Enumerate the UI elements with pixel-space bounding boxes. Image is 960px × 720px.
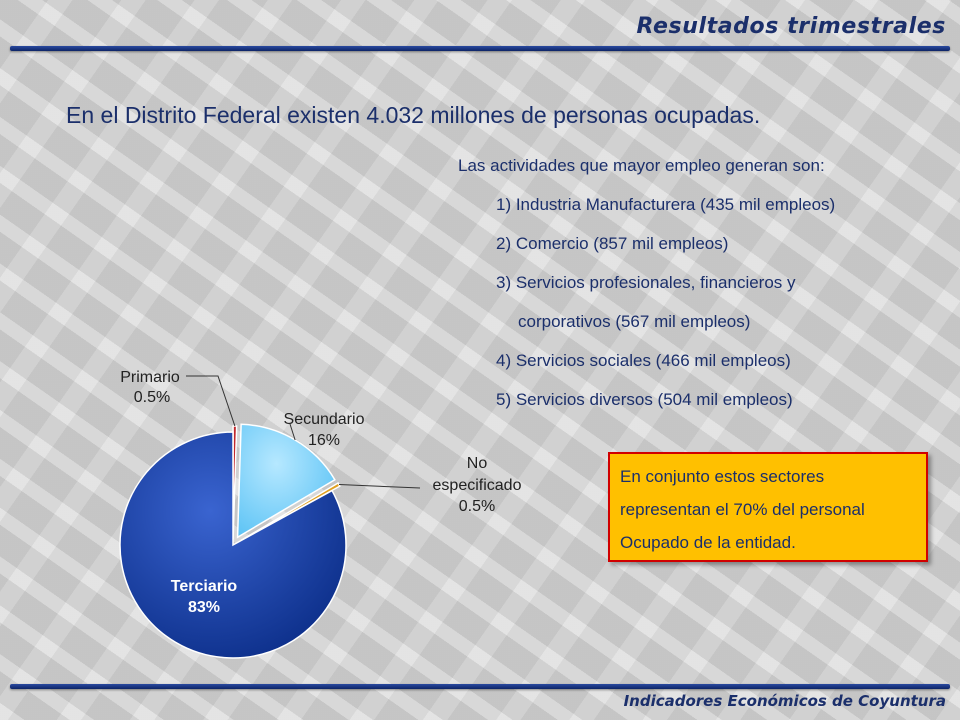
pie-slice-secundario — [236, 423, 336, 539]
activity-item-5: 5) Servicios diversos (504 mil empleos) — [496, 390, 793, 409]
label-no-especificado-1: No — [467, 455, 488, 472]
value-no-especificado: 0.5% — [459, 498, 495, 515]
callout-line-2: representan el 70% del personal — [620, 500, 865, 519]
activity-item-3: 3) Servicios profesionales, financieros … — [496, 273, 796, 292]
activity-item-4: 4) Servicios sociales (466 mil empleos) — [496, 351, 791, 370]
leader-primario — [186, 375, 236, 427]
top-divider — [10, 46, 950, 51]
value-primario: 0.5% — [134, 389, 170, 406]
label-no-especificado-2: especificado — [433, 477, 522, 494]
pie-leader-lines — [186, 375, 421, 489]
summary-callout: En conjunto estos sectores representan e… — [608, 452, 928, 562]
title-bar: Resultados trimestrales — [0, 0, 960, 50]
slide-title: Resultados trimestrales — [636, 14, 946, 39]
activity-item-3-continued: corporativos (567 mil empleos) — [518, 312, 751, 331]
footer-text: Indicadores Económicos de Coyuntura — [623, 692, 946, 710]
callout-line-1: En conjunto estos sectores — [620, 467, 825, 486]
callout-line-3: Ocupado de la entidad. — [620, 533, 796, 552]
value-terciario: 83% — [188, 599, 220, 616]
activity-item-1: 1) Industria Manufacturera (435 mil empl… — [496, 195, 836, 214]
leader-no-especificado — [338, 484, 421, 489]
pie-slice-terciario — [119, 431, 347, 659]
pie-slices — [119, 423, 347, 659]
label-primario: Primario — [120, 369, 180, 386]
leader-secundario — [289, 423, 296, 441]
bottom-divider — [10, 684, 950, 689]
activities-intro: Las actividades que mayor empleo generan… — [458, 156, 825, 175]
label-secundario: Secundario — [284, 411, 365, 428]
activity-item-2: 2) Comercio (857 mil empleos) — [496, 234, 729, 253]
value-secundario: 16% — [308, 432, 340, 449]
label-terciario: Terciario — [171, 578, 238, 595]
headline: En el Distrito Federal existen 4.032 mil… — [66, 102, 761, 128]
